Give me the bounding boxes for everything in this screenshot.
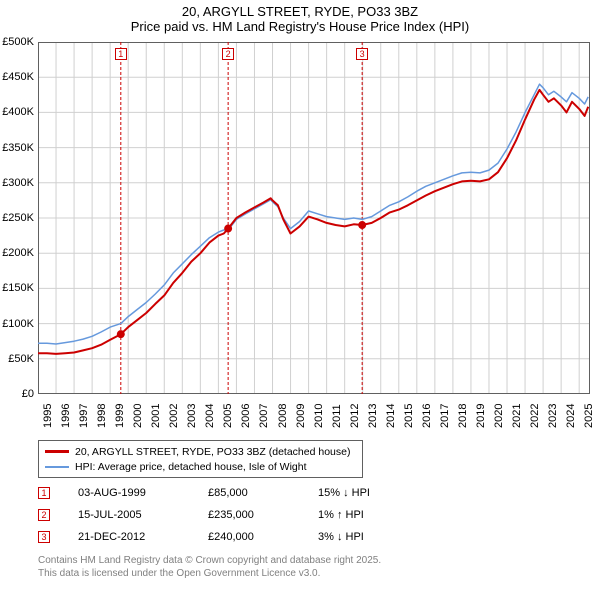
y-tick-label: £0 xyxy=(22,388,34,400)
x-tick-label: 2005 xyxy=(222,404,234,428)
sales-row: 3 21-DEC-2012£240,0003% ↓ HPI xyxy=(38,526,408,548)
x-tick-label: 2017 xyxy=(439,404,451,428)
footer-line-2: This data is licensed under the Open Gov… xyxy=(38,567,381,580)
footer-line-1: Contains HM Land Registry data © Crown c… xyxy=(38,554,381,567)
sale-marker-1: 1 xyxy=(115,48,127,60)
x-tick-label: 2019 xyxy=(475,404,487,428)
y-tick-label: £250K xyxy=(2,212,34,224)
x-tick-label: 2008 xyxy=(277,404,289,428)
y-tick-label: £400K xyxy=(2,106,34,118)
x-tick-label: 2009 xyxy=(295,404,307,428)
sales-date: 15-JUL-2005 xyxy=(78,509,208,521)
legend-label: HPI: Average price, detached house, Isle… xyxy=(75,461,307,473)
x-tick-label: 1996 xyxy=(60,404,72,428)
y-tick-label: £200K xyxy=(2,247,34,259)
sales-diff: 15% ↓ HPI xyxy=(318,487,408,499)
y-tick-label: £350K xyxy=(2,142,34,154)
y-tick-label: £450K xyxy=(2,71,34,83)
x-tick-label: 2025 xyxy=(583,404,595,428)
x-tick-label: 2003 xyxy=(186,404,198,428)
sale-marker-3: 3 xyxy=(356,48,368,60)
y-tick-label: £500K xyxy=(2,36,34,48)
sales-marker-box: 1 xyxy=(38,487,50,499)
sales-date: 21-DEC-2012 xyxy=(78,531,208,543)
sales-date: 03-AUG-1999 xyxy=(78,487,208,499)
sales-price: £235,000 xyxy=(208,509,318,521)
title-line-2: Price paid vs. HM Land Registry's House … xyxy=(0,19,600,34)
legend-item: HPI: Average price, detached house, Isle… xyxy=(45,459,356,474)
sales-table: 1 03-AUG-1999£85,00015% ↓ HPI 2 15-JUL-2005… xyxy=(38,482,408,548)
y-tick-label: £50K xyxy=(8,353,34,365)
y-tick-label: £300K xyxy=(2,177,34,189)
x-tick-label: 2014 xyxy=(385,404,397,428)
x-tick-label: 1999 xyxy=(114,404,126,428)
sales-row: 1 03-AUG-1999£85,00015% ↓ HPI xyxy=(38,482,408,504)
x-tick-label: 2012 xyxy=(349,404,361,428)
x-tick-label: 2018 xyxy=(457,404,469,428)
x-tick-label: 2001 xyxy=(150,404,162,428)
x-tick-label: 2011 xyxy=(331,404,343,428)
chart-plot-area: 1 2 3 xyxy=(38,42,590,394)
x-tick-label: 2006 xyxy=(240,404,252,428)
x-tick-label: 2002 xyxy=(168,404,180,428)
x-tick-label: 2010 xyxy=(313,404,325,428)
sales-price: £85,000 xyxy=(208,487,318,499)
x-tick-label: 2020 xyxy=(493,404,505,428)
x-tick-label: 2024 xyxy=(565,404,577,428)
y-tick-label: £100K xyxy=(2,318,34,330)
x-tick-label: 2023 xyxy=(547,404,559,428)
title-block: 20, ARGYLL STREET, RYDE, PO33 3BZ Price … xyxy=(0,0,600,34)
sales-row: 2 15-JUL-2005£235,0001% ↑ HPI xyxy=(38,504,408,526)
legend-swatch xyxy=(45,450,69,453)
y-axis: £0£50K£100K£150K£200K£250K£300K£350K£400… xyxy=(0,42,38,394)
x-tick-label: 2015 xyxy=(403,404,415,428)
sales-price: £240,000 xyxy=(208,531,318,543)
x-tick-label: 2022 xyxy=(529,404,541,428)
legend-label: 20, ARGYLL STREET, RYDE, PO33 3BZ (detac… xyxy=(75,446,350,458)
chart-svg xyxy=(38,42,590,394)
x-tick-label: 1998 xyxy=(96,404,108,428)
sales-marker-box: 3 xyxy=(38,531,50,543)
legend-swatch xyxy=(45,466,69,468)
legend: 20, ARGYLL STREET, RYDE, PO33 3BZ (detac… xyxy=(38,440,363,478)
sale-marker-2: 2 xyxy=(222,48,234,60)
x-axis: 1995 1996 1997 1998 1999 2000 2001 2002 2003 2004… xyxy=(38,398,590,438)
x-tick-label: 2007 xyxy=(258,404,270,428)
chart-container: 20, ARGYLL STREET, RYDE, PO33 3BZ Price … xyxy=(0,0,600,590)
sales-diff: 1% ↑ HPI xyxy=(318,509,408,521)
x-tick-label: 2016 xyxy=(421,404,433,428)
x-tick-label: 2004 xyxy=(204,404,216,428)
x-tick-label: 2013 xyxy=(367,404,379,428)
title-line-1: 20, ARGYLL STREET, RYDE, PO33 3BZ xyxy=(0,4,600,19)
x-tick-label: 2021 xyxy=(511,404,523,428)
sales-marker-box: 2 xyxy=(38,509,50,521)
legend-item: 20, ARGYLL STREET, RYDE, PO33 3BZ (detac… xyxy=(45,444,356,459)
sales-diff: 3% ↓ HPI xyxy=(318,531,408,543)
x-tick-label: 1997 xyxy=(78,404,90,428)
x-tick-label: 2000 xyxy=(132,404,144,428)
y-tick-label: £150K xyxy=(2,282,34,294)
x-tick-label: 1995 xyxy=(42,404,54,428)
footer: Contains HM Land Registry data © Crown c… xyxy=(38,554,381,580)
